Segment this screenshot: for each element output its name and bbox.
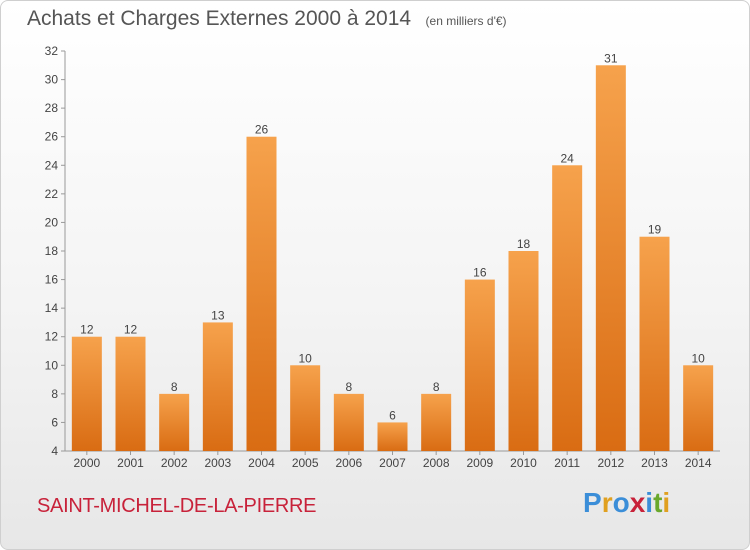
y-tick-label: 26	[45, 130, 59, 144]
bar-value-label: 26	[255, 123, 269, 137]
y-tick-label: 14	[45, 301, 59, 315]
x-tick-label: 2012	[597, 456, 624, 470]
bar	[683, 365, 714, 451]
bar	[552, 165, 583, 452]
chart-title: Achats et Charges Externes 2000 à 2014 (…	[27, 7, 507, 31]
y-tick-label: 30	[45, 73, 59, 87]
chart-title-main: Achats et Charges Externes 2000 à 2014	[27, 7, 412, 30]
bar	[464, 279, 495, 451]
bar	[421, 393, 452, 451]
y-tick-label: 24	[45, 158, 59, 172]
bar	[595, 65, 626, 452]
y-tick-label: 12	[45, 330, 59, 344]
chart-unit: (en milliers d'€)	[425, 14, 507, 28]
bar-value-label: 31	[604, 51, 618, 65]
x-tick-label: 2009	[466, 456, 493, 470]
bar-value-label: 10	[691, 351, 705, 365]
bar-value-label: 12	[124, 323, 138, 337]
bar-series: 12 12 8 13 26 10 8 6 8 16 18 24 31 19 10	[71, 51, 714, 452]
x-tick-label: 2002	[161, 456, 188, 470]
x-tick-label: 2001	[117, 456, 144, 470]
x-tick-label: 2000	[73, 456, 100, 470]
bar-value-label: 8	[433, 380, 440, 394]
proxiti-logo[interactable]: Proxiti	[583, 487, 670, 519]
x-tick-label: 2004	[248, 456, 275, 470]
bar	[246, 136, 277, 451]
bar-value-label: 10	[298, 351, 312, 365]
bar	[71, 336, 102, 451]
y-tick-label: 32	[45, 44, 59, 58]
x-tick-label: 2013	[641, 456, 668, 470]
logo-letter: P	[583, 487, 602, 518]
y-tick-label: 22	[45, 187, 59, 201]
y-tick-label: 16	[45, 273, 59, 287]
bar-value-label: 24	[560, 151, 574, 165]
y-tick-label: 20	[45, 215, 59, 229]
y-tick-label: 10	[45, 358, 59, 372]
y-tick-label: 28	[45, 101, 59, 115]
bar-value-label: 12	[80, 323, 94, 337]
bar	[333, 393, 364, 451]
bar	[290, 365, 321, 451]
y-tick-label: 8	[51, 387, 58, 401]
x-tick-label: 2010	[510, 456, 537, 470]
x-tick-label: 2008	[423, 456, 450, 470]
bar	[639, 236, 670, 451]
bar-value-label: 13	[211, 308, 225, 322]
x-tick-label: 2006	[335, 456, 362, 470]
commune-name: SAINT-MICHEL-DE-LA-PIERRE	[37, 495, 317, 517]
logo-letter: x	[629, 487, 646, 518]
bar	[377, 422, 408, 451]
bar	[115, 336, 146, 451]
x-tick-label: 2011	[554, 456, 580, 470]
y-tick-label: 18	[45, 244, 59, 258]
bar-value-label: 16	[473, 266, 487, 280]
bar-value-label: 8	[345, 380, 352, 394]
logo-letter: i	[662, 487, 671, 518]
x-tick-label: 2007	[379, 456, 406, 470]
bar	[159, 393, 190, 451]
logo-letter: r	[601, 487, 613, 518]
x-tick-label: 2003	[204, 456, 231, 470]
y-tick-label: 4	[51, 444, 58, 458]
logo-letter: o	[612, 487, 630, 518]
x-tick-label: 2014	[685, 456, 712, 470]
bar-value-label: 18	[517, 237, 531, 251]
x-tick-label: 2005	[292, 456, 319, 470]
bar-value-label: 8	[171, 380, 178, 394]
bar-value-label: 19	[648, 223, 662, 237]
bar	[202, 322, 233, 451]
y-tick-label: 6	[51, 415, 58, 429]
logo-letter: t	[653, 487, 663, 518]
bar-value-label: 6	[389, 408, 396, 422]
logo-letter: i	[645, 487, 654, 518]
bar	[508, 251, 539, 451]
